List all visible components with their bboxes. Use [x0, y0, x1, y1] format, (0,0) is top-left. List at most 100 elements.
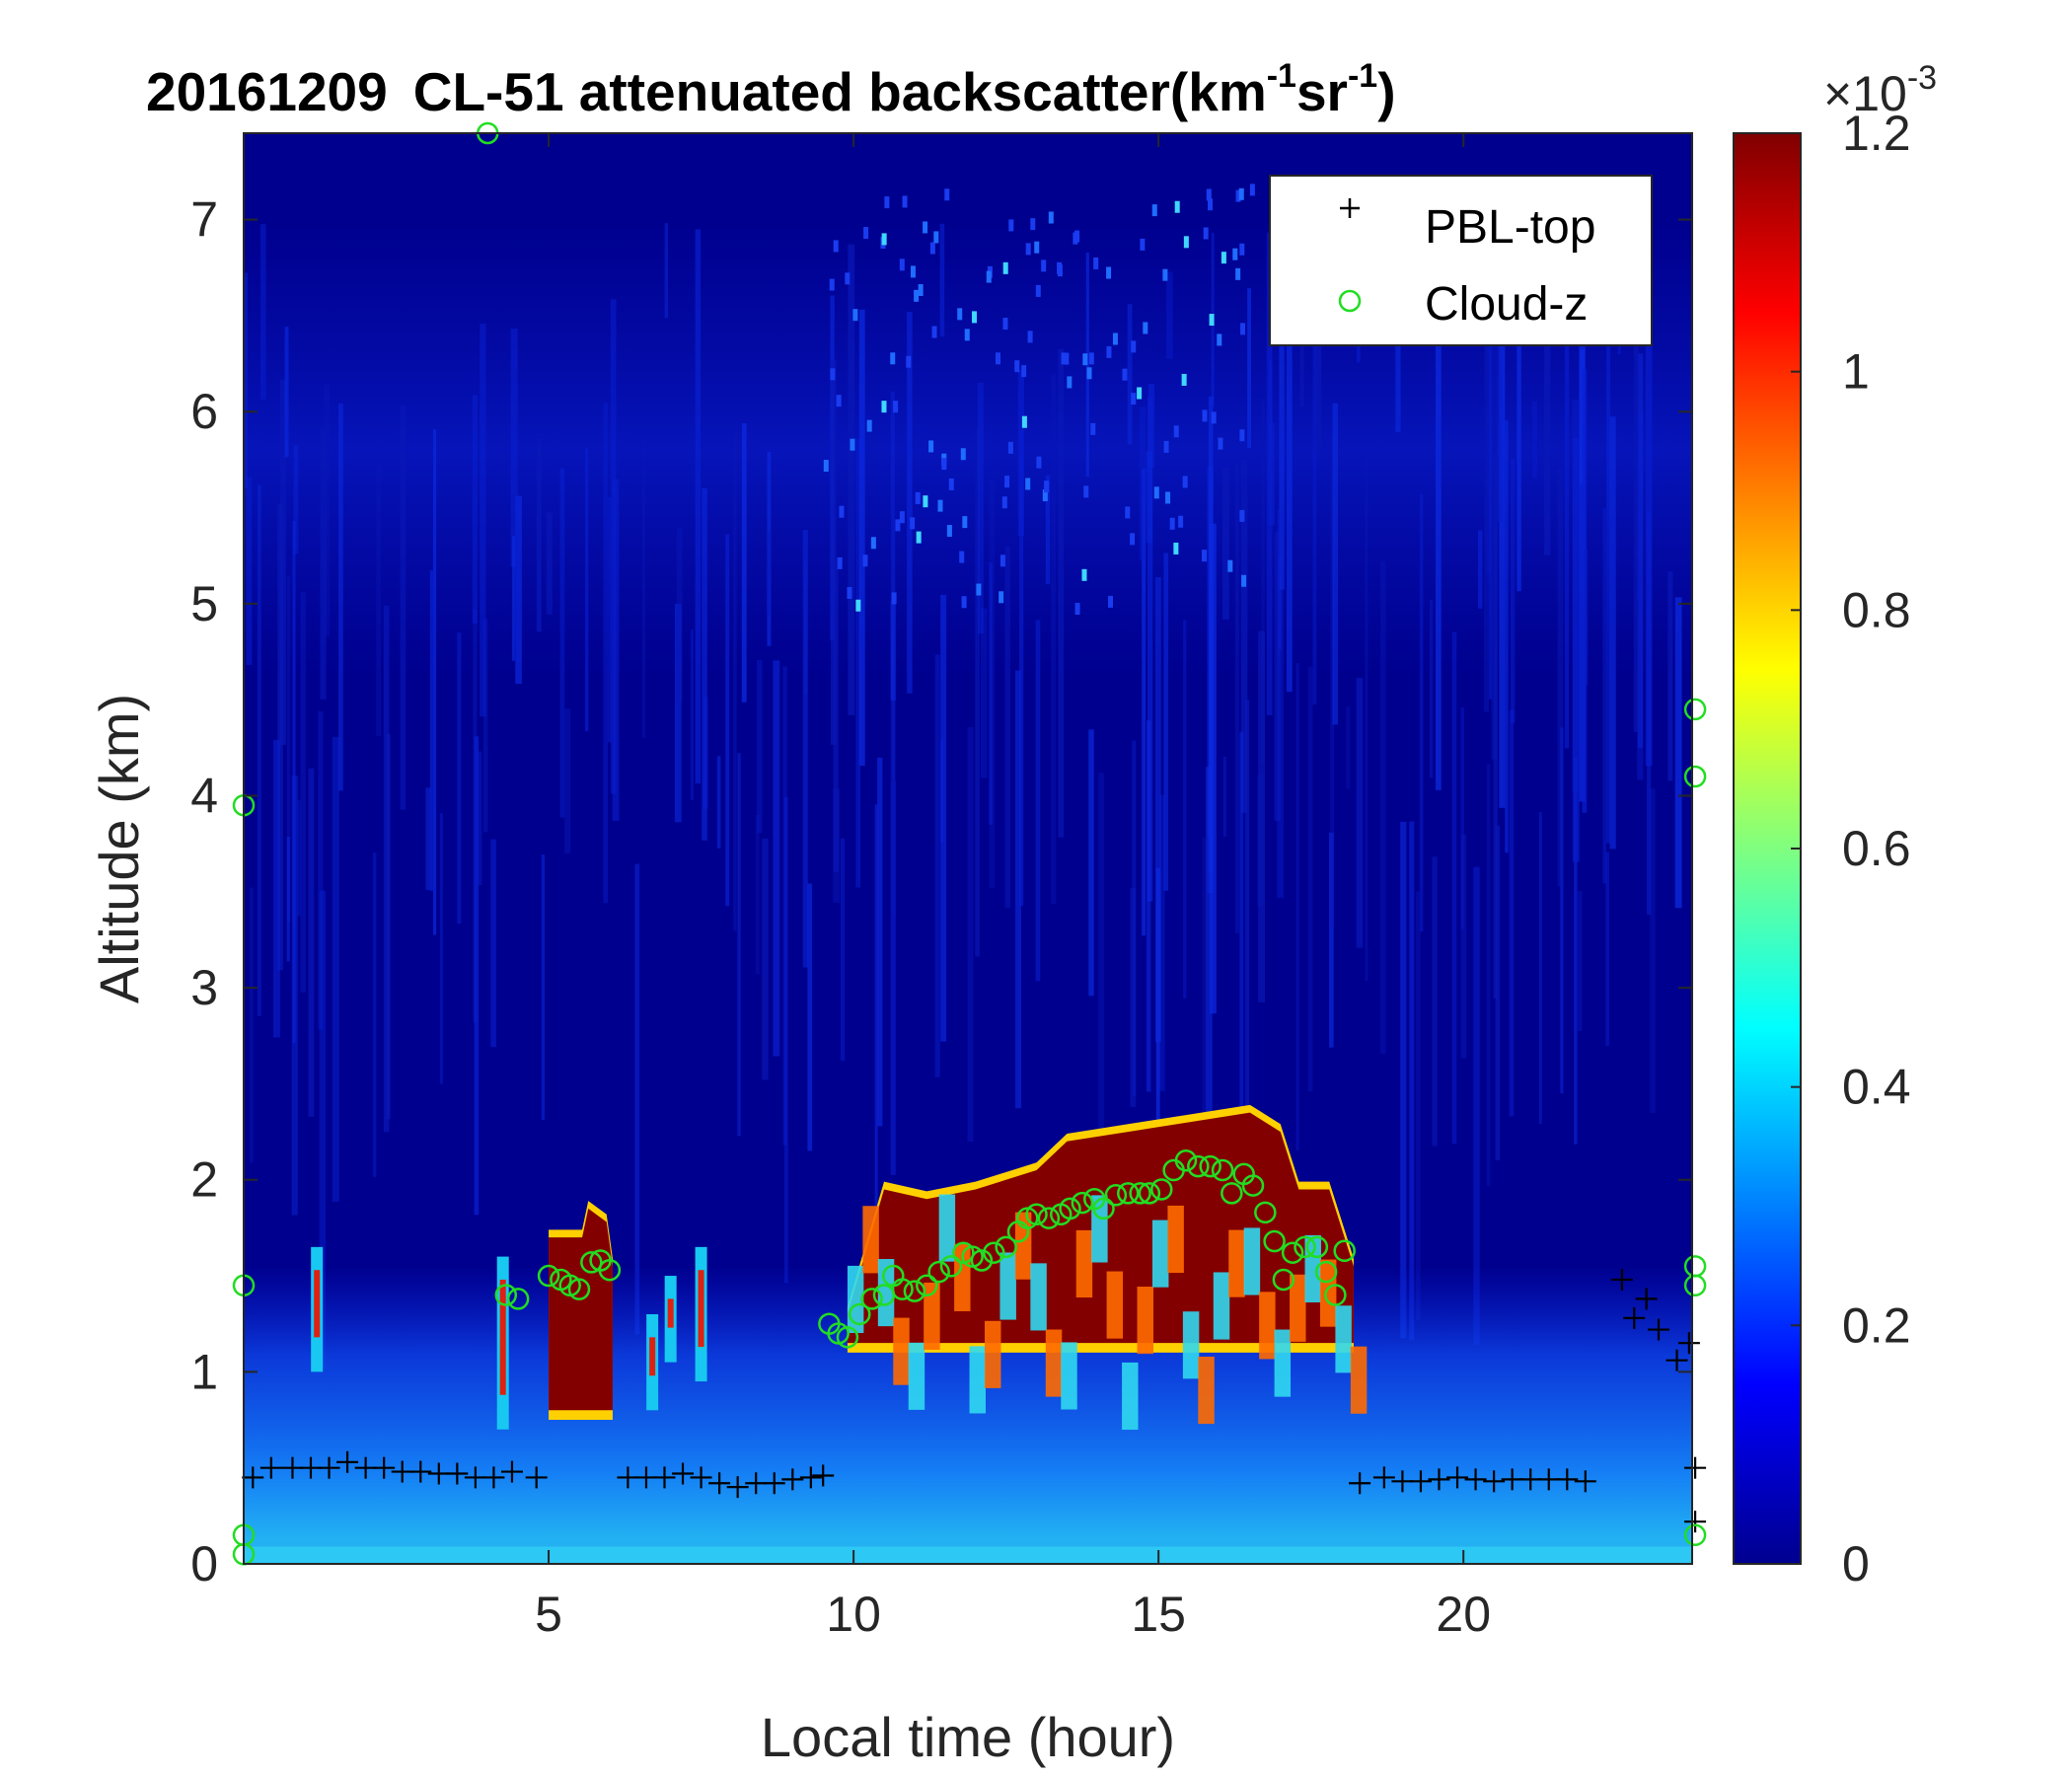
cloud-z-marker	[1199, 1154, 1221, 1178]
pbl-top-marker	[672, 1462, 695, 1485]
heatmap-streak	[1051, 373, 1057, 905]
cloud-z-marker	[1333, 1239, 1356, 1263]
y-tick-label: 0	[190, 1536, 218, 1591]
colorbar	[1733, 132, 1802, 1565]
heatmap-pixel	[829, 278, 835, 291]
cloud-base-fringe	[1259, 1292, 1276, 1360]
pbl-top-marker	[1464, 1468, 1487, 1491]
heatmap-streak	[892, 521, 896, 916]
pbl-top-marker	[242, 1466, 264, 1489]
heatmap-streak	[429, 569, 433, 891]
pbl-top-marker	[1428, 1468, 1450, 1491]
pbl-top-marker	[745, 1472, 768, 1495]
x-tick-label: 10	[826, 1587, 881, 1642]
heatmap-pixel	[1025, 478, 1031, 490]
heatmap-streak	[1602, 507, 1607, 884]
heatmap-streak	[1244, 700, 1250, 1119]
heatmap-streak	[1645, 295, 1653, 767]
heatmap-streak	[773, 660, 780, 1057]
cloud-z-marker	[995, 1235, 1017, 1259]
heatmap-streak	[1222, 467, 1229, 620]
heatmap-pixel	[959, 551, 965, 563]
heatmap-streak	[1146, 720, 1151, 1092]
heatmap-streak	[1574, 757, 1578, 1145]
heatmap-streak	[1286, 293, 1293, 693]
cloud-base-fringe	[1106, 1271, 1124, 1339]
heatmap-streak	[1637, 413, 1644, 780]
heatmap-surface-layer	[244, 1546, 1692, 1564]
heatmap-pixel	[1241, 574, 1247, 587]
pbl-top-marker	[1501, 1468, 1523, 1491]
heatmap-streak	[472, 395, 478, 624]
heatmap-streak	[782, 666, 787, 1146]
pbl-top-marker	[391, 1460, 413, 1483]
heatmap-pixel	[1002, 318, 1008, 331]
heatmap-streak	[286, 575, 291, 922]
heatmap-streak	[1564, 317, 1570, 749]
heatmap-pixel	[976, 583, 982, 596]
heatmap-streak	[1127, 304, 1133, 445]
heatmap-streak	[1473, 866, 1480, 1345]
cloud-z-marker	[1092, 1197, 1115, 1221]
heatmap-pixel	[1227, 559, 1233, 572]
heatmap-streak	[292, 521, 296, 1044]
heatmap-pixel	[1042, 489, 1048, 502]
heatmap-pixel	[1122, 368, 1128, 381]
heatmap-streak	[1419, 493, 1424, 932]
heatmap-pixel	[995, 352, 1000, 365]
cloud-base-fringe	[1290, 1274, 1306, 1342]
heatmap-streak	[1485, 344, 1491, 575]
cloud-z-marker	[1281, 1241, 1304, 1264]
heatmap-streak	[1605, 307, 1611, 844]
heatmap-streak	[1356, 678, 1364, 948]
heatmap-streak	[1058, 348, 1065, 838]
heatmap-pixel	[881, 233, 887, 246]
legend-marker-cloud	[1338, 289, 1362, 313]
heatmap-streak	[425, 787, 431, 891]
cloud-base-fringe	[984, 1320, 1001, 1388]
heatmap-streak	[1531, 401, 1538, 479]
heatmap-pixel	[1153, 486, 1159, 499]
heatmap-pixel	[1108, 595, 1114, 608]
heatmap-streak	[939, 223, 945, 337]
pbl-top-marker	[690, 1466, 712, 1489]
heatmap-pixel	[1021, 415, 1027, 428]
pbl-top-marker	[1610, 1268, 1633, 1291]
heatmap-pixel	[962, 516, 968, 529]
cloud-z-marker	[1129, 1182, 1151, 1205]
heatmap-streak	[676, 527, 683, 703]
heatmap-pixel	[1125, 506, 1131, 519]
cloud-z-marker	[598, 1258, 622, 1282]
colorbar-tick-label: 0.4	[1842, 1060, 1911, 1115]
heatmap-streak	[1277, 510, 1284, 899]
y-tick-label: 4	[190, 768, 218, 823]
heatmap-pixel	[918, 283, 924, 296]
heatmap-streak	[674, 603, 682, 823]
pbl-top-marker	[259, 1456, 282, 1479]
cloud-z-marker	[1059, 1197, 1081, 1221]
cloud-z-marker	[1187, 1154, 1210, 1178]
colorbar-multiplier: ×10-3	[1823, 59, 1937, 121]
heatmap-pixel	[1057, 261, 1063, 274]
heatmap-pixel	[1162, 268, 1168, 281]
pbl-top-marker	[1556, 1468, 1579, 1491]
heatmap-pixel	[1074, 603, 1080, 616]
heatmap-streak	[1396, 334, 1401, 432]
x-tick-label: 5	[535, 1587, 562, 1642]
pbl-top-marker	[1684, 1456, 1707, 1479]
legend-marker-pbl	[1340, 198, 1360, 218]
heatmap-streak	[376, 465, 382, 736]
heatmap-pixel	[1173, 542, 1179, 555]
cloud-z-marker	[1272, 1268, 1295, 1292]
plot-frame	[243, 132, 1693, 1565]
heatmap-pixel	[1027, 331, 1033, 343]
heatmap-streak	[967, 727, 974, 1143]
cloud-base-fringe	[1213, 1272, 1230, 1340]
heatmap-streak	[319, 890, 327, 1369]
heatmap-streak	[1234, 464, 1239, 933]
heatmap-streak	[890, 779, 896, 1175]
cloud-z-marker	[1037, 1207, 1061, 1229]
heatmap-streak	[246, 477, 253, 666]
heatmap-streak	[1509, 709, 1515, 1117]
